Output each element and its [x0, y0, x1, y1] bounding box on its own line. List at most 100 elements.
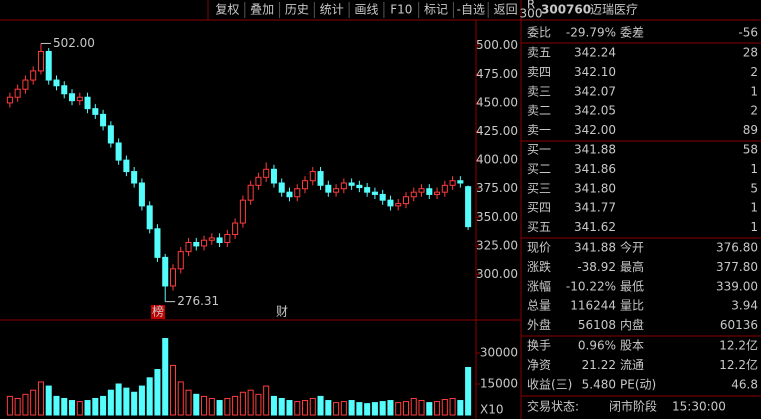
unit-label: X10: [480, 403, 504, 417]
status-time: 15:30:00: [672, 400, 726, 414]
volume-bar: [255, 393, 262, 416]
status-value: 闭市阶段: [609, 399, 657, 414]
row-label: 卖二: [527, 104, 551, 118]
candle-body: [61, 85, 68, 95]
candle-body: [309, 171, 316, 182]
volume-bar: [348, 400, 355, 416]
volume-bar: [309, 397, 316, 416]
candle-body: [418, 188, 425, 193]
candle-body: [278, 182, 285, 193]
toolbar-button[interactable]: 统计: [320, 3, 344, 17]
toolbar-button[interactable]: 复权: [215, 3, 239, 17]
volume-bar: [364, 403, 371, 416]
y-tick-label: 350.00: [476, 210, 518, 224]
candle-body: [193, 241, 200, 247]
candle-body: [201, 239, 208, 247]
candle-body: [294, 188, 301, 198]
toolbar-button[interactable]: 标记: [424, 3, 448, 17]
volume-bar: [224, 397, 231, 416]
row-value: -29.79%: [566, 26, 616, 40]
volume-bar: [301, 400, 309, 416]
volume-bar: [84, 400, 91, 416]
toolbar-button[interactable]: 叠加: [250, 3, 274, 17]
volume-bar: [6, 395, 13, 416]
y-tick-label: 300.00: [476, 267, 518, 281]
candle-body: [92, 108, 99, 115]
candle-body: [123, 159, 130, 173]
toolbar-button[interactable]: -自选: [457, 3, 485, 17]
row-label: 收益(三): [527, 377, 572, 391]
row-value: 0.96%: [578, 339, 616, 353]
volume-bar: [247, 389, 254, 416]
y-tick-label: 375.00: [476, 181, 518, 195]
toolbar-button[interactable]: 画线: [354, 3, 378, 17]
volume-bar: [30, 389, 37, 416]
y-tick-label: 450.00: [476, 95, 518, 109]
volume-bar: [68, 400, 76, 416]
candle-body: [434, 191, 441, 195]
volume-bar: [22, 393, 29, 416]
extreme-label: 276.31: [177, 294, 219, 308]
row-volume: 2: [750, 65, 758, 79]
candle-body: [53, 79, 60, 87]
candle-body: [30, 70, 37, 81]
volume-bar: [216, 400, 223, 416]
badge: [151, 305, 165, 319]
volume-bar: [263, 385, 270, 416]
candle-body: [169, 268, 177, 287]
candle-body: [84, 96, 91, 110]
volume-bar: [162, 338, 169, 416]
candle-body: [107, 125, 114, 144]
row-value: 116244: [570, 299, 616, 313]
volume-bar: [356, 402, 363, 416]
toolbar-button[interactable]: 返回: [494, 3, 518, 17]
candle-body: [325, 184, 332, 193]
volume-bar: [45, 385, 52, 416]
row-volume: 1: [750, 220, 758, 234]
candle-body: [45, 50, 52, 81]
badge-text: 财: [276, 305, 288, 319]
y-tick-label: 500.00: [476, 38, 518, 52]
badge-text: 榜: [152, 304, 164, 319]
volume-bar: [146, 377, 153, 416]
row-label: 卖四: [527, 65, 551, 79]
candle-body: [247, 184, 254, 201]
row-value: 341.62: [574, 220, 616, 234]
volume-bar: [76, 401, 83, 416]
y-tick-label: 15000: [480, 377, 518, 391]
row-volume: 1: [750, 84, 758, 98]
row-label: 股本: [620, 339, 644, 353]
candle-body: [379, 193, 386, 201]
volume-bar: [14, 397, 21, 416]
row-label: 委差: [620, 26, 644, 40]
row-label: 换手: [527, 339, 551, 353]
candle-body: [449, 180, 456, 186]
candle-body: [348, 182, 355, 186]
y-tick-label: 425.00: [476, 124, 518, 138]
row-value: 341.77: [574, 201, 616, 215]
volume-bar: [395, 402, 402, 416]
row-label: 净资: [527, 358, 551, 372]
row-value: 342.07: [574, 84, 616, 98]
volume-bar: [61, 397, 68, 416]
volume-bar: [325, 400, 332, 416]
toolbar-button[interactable]: 历史: [285, 3, 309, 17]
row-label: 涨跌: [527, 259, 551, 274]
stock-name: 迈瑞医疗: [590, 3, 638, 17]
volume-bar: [92, 397, 99, 416]
candle-body: [224, 233, 231, 243]
y-tick-label: 400.00: [476, 153, 518, 167]
volume-bar: [441, 399, 448, 416]
candle-body: [263, 168, 270, 178]
row-label: 委比: [527, 26, 551, 40]
volume-bar: [449, 397, 456, 416]
volume-bar: [154, 369, 161, 416]
volume-bar: [115, 383, 122, 416]
volume-bar: [185, 389, 192, 416]
toolbar-button[interactable]: F10: [390, 3, 412, 17]
candle-body: [317, 171, 324, 186]
row-value: 341.88: [574, 143, 616, 157]
candle-body: [22, 79, 29, 90]
row-label: 买四: [527, 201, 551, 215]
